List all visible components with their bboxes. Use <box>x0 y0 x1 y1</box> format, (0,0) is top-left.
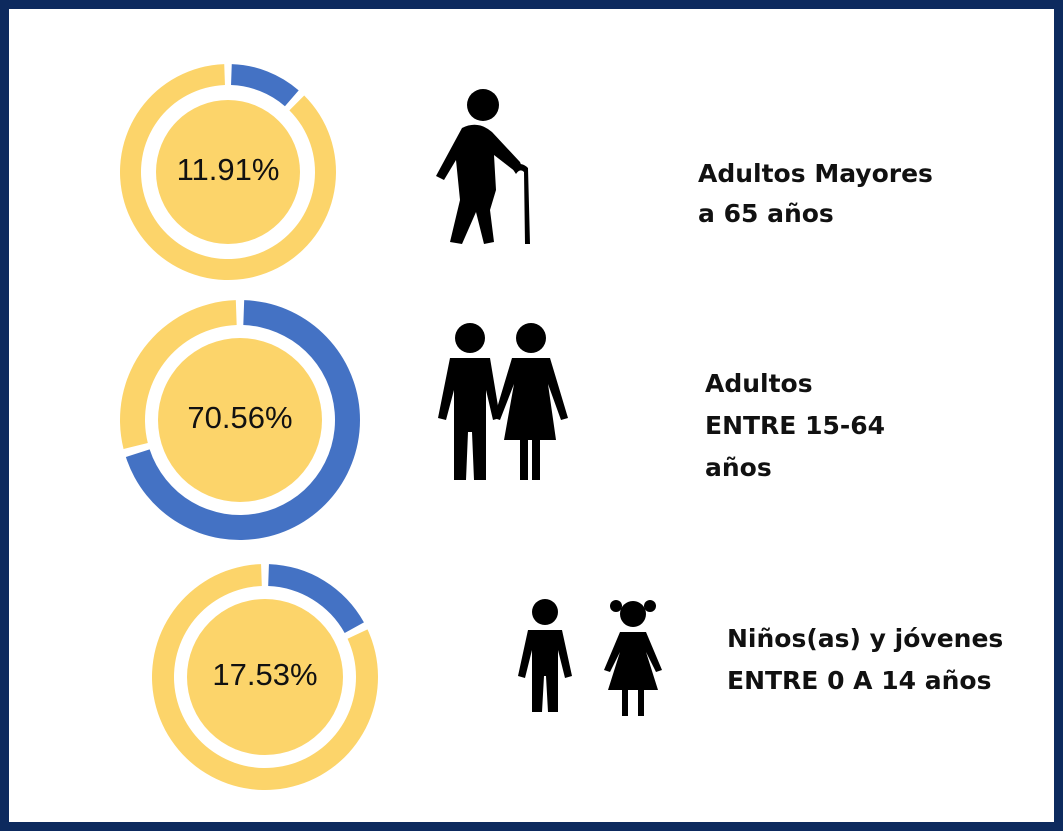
group-label: Niños(as) y jóvenes <box>727 624 1003 653</box>
adults-icon <box>438 323 568 480</box>
group-label: ENTRE 15-64 <box>705 411 885 440</box>
donut-center <box>187 599 343 755</box>
elderly-icon <box>436 89 530 244</box>
value-label: 11.91% <box>177 152 280 187</box>
group-label: años <box>705 453 772 482</box>
donut-segment <box>231 64 299 107</box>
children-icon <box>518 599 662 716</box>
donut-segment <box>268 564 364 634</box>
group-label: a 65 años <box>698 199 834 228</box>
charts: 11.91% Adultos Mayores a 65 años 70.56% Adul… <box>119 64 1003 790</box>
group-label: ENTRE 0 A 14 años <box>727 666 991 695</box>
donut-track <box>119 300 237 449</box>
group-label: Adultos <box>705 369 813 398</box>
donut-center <box>158 338 322 502</box>
value-label: 70.56% <box>187 400 292 435</box>
value-label: 17.53% <box>212 657 317 692</box>
group-label: Adultos Mayores <box>698 159 933 188</box>
donut-center <box>156 100 300 244</box>
